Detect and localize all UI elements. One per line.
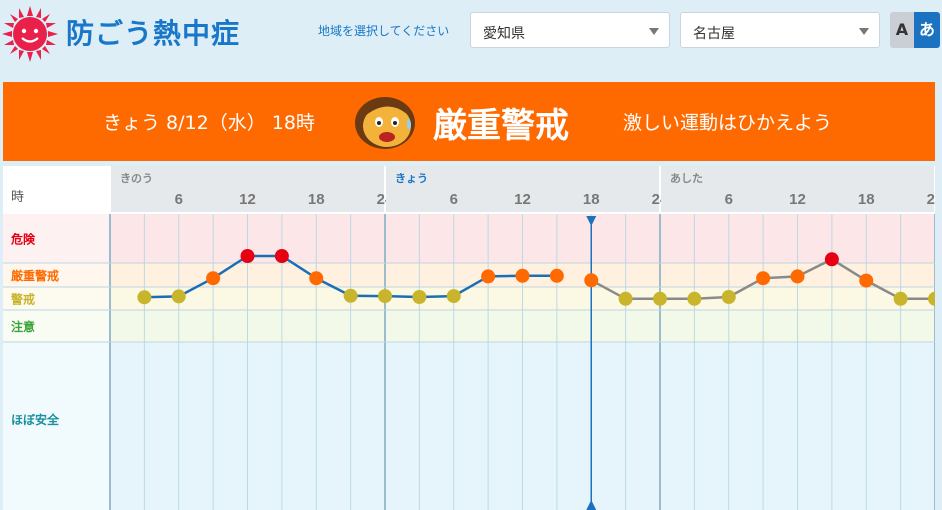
row-header-label: 時	[11, 189, 24, 204]
data-point	[928, 291, 935, 306]
data-point	[790, 269, 805, 284]
data-point	[549, 268, 564, 283]
chevron-down-icon	[859, 28, 869, 35]
chevron-down-icon	[649, 28, 659, 35]
hour-tick-label: 6	[450, 191, 458, 208]
current-status-banner: きょう 8/12（水） 18時 厳重警戒 激しい運動はひかえよう	[3, 82, 935, 161]
level-label-bg	[3, 263, 110, 287]
data-point	[893, 291, 908, 306]
font-toggle-kana-button[interactable]: あ	[914, 12, 940, 48]
level-label-bg	[3, 287, 110, 310]
region-select-label: 地域を選択してください	[318, 24, 450, 38]
hour-tick-label: 6	[175, 191, 183, 208]
data-point	[584, 273, 599, 288]
day-label: あした	[670, 172, 703, 185]
day-header-bg	[111, 166, 384, 212]
hour-tick-label: 18	[858, 191, 875, 208]
city-select[interactable]: 名古屋	[680, 12, 880, 48]
sun-icon	[2, 6, 58, 62]
data-point	[274, 249, 289, 263]
hour-tick-label: 18	[308, 191, 325, 208]
level-label: ほぼ安全	[11, 412, 60, 427]
data-point	[240, 249, 255, 263]
level-label-bg	[3, 310, 110, 342]
hour-tick-label: 12	[239, 191, 256, 208]
current-time-marker-bottom	[586, 500, 597, 510]
hour-tick-label: 12	[789, 191, 806, 208]
data-point	[171, 289, 186, 304]
banner-advice: 激しい運動はひかえよう	[623, 112, 833, 134]
hour-tick-label: 12	[514, 191, 531, 208]
day-header-bg	[386, 166, 659, 212]
data-point	[824, 252, 839, 267]
data-point	[515, 268, 530, 283]
hour-tick-label: 6	[725, 191, 733, 208]
data-point	[137, 290, 152, 305]
data-point	[446, 289, 461, 304]
data-point	[206, 271, 221, 286]
data-point	[343, 288, 358, 303]
city-value: 名古屋	[693, 26, 735, 42]
level-label: 警戒	[10, 292, 35, 307]
day-label: きのう	[120, 172, 153, 185]
data-point	[309, 271, 324, 286]
data-point	[687, 291, 702, 306]
sweating-face-icon	[355, 97, 415, 149]
banner-datetime: きょう 8/12（水） 18時	[103, 112, 315, 134]
data-point	[721, 290, 736, 304]
data-point	[653, 291, 667, 306]
data-point	[618, 291, 633, 306]
data-point	[756, 271, 771, 286]
day-label: きょう	[395, 172, 428, 185]
level-label-bg	[3, 342, 110, 510]
hour-tick-label: 18	[583, 191, 600, 208]
app-title[interactable]: 防ごう熱中症	[66, 17, 241, 50]
prefecture-select[interactable]: 愛知県	[470, 12, 670, 48]
level-label: 厳重警戒	[11, 268, 59, 283]
data-point	[412, 290, 427, 304]
data-point	[859, 273, 874, 288]
banner-level: 厳重警戒	[433, 106, 569, 146]
data-point	[481, 269, 496, 284]
level-label: 危険	[10, 232, 36, 247]
current-time-marker-top	[586, 216, 597, 226]
hour-tick-label: 24	[927, 191, 935, 208]
data-point	[378, 289, 392, 304]
header: 防ごう熱中症 地域を選択してください 愛知県 名古屋 A あ	[0, 0, 942, 72]
prefecture-value: 愛知県	[483, 26, 525, 42]
day-header-bg	[661, 166, 934, 212]
level-label-bg	[3, 214, 110, 263]
level-label: 注意	[11, 319, 35, 334]
font-toggle-alpha-button[interactable]: A	[890, 12, 914, 48]
